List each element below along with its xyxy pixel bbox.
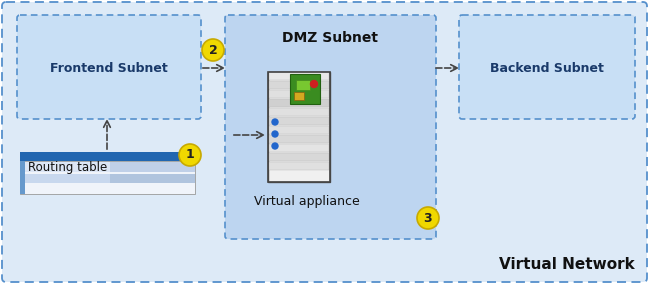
Circle shape: [272, 119, 278, 125]
Bar: [269, 162, 329, 170]
FancyBboxPatch shape: [2, 2, 647, 282]
Bar: [269, 99, 329, 107]
Bar: [269, 117, 329, 125]
Circle shape: [272, 143, 278, 149]
Text: DMZ Subnet: DMZ Subnet: [282, 31, 378, 45]
Bar: [268, 72, 330, 182]
Bar: [269, 90, 329, 98]
Bar: [269, 81, 329, 89]
Bar: [269, 126, 329, 134]
FancyBboxPatch shape: [17, 15, 201, 119]
Circle shape: [310, 81, 317, 88]
Bar: [294, 92, 304, 100]
Bar: [290, 74, 320, 104]
Text: 2: 2: [208, 44, 217, 57]
Bar: [269, 144, 329, 152]
Text: Virtual appliance: Virtual appliance: [254, 195, 360, 209]
Text: Routing table: Routing table: [28, 160, 107, 173]
Bar: [269, 108, 329, 116]
Text: 3: 3: [424, 211, 432, 224]
Circle shape: [179, 144, 201, 166]
FancyBboxPatch shape: [459, 15, 635, 119]
Text: Virtual Network: Virtual Network: [499, 257, 635, 272]
Text: Backend Subnet: Backend Subnet: [490, 61, 604, 75]
Bar: [110, 174, 195, 183]
Bar: [268, 72, 330, 182]
Bar: [25, 162, 195, 172]
Circle shape: [417, 207, 439, 229]
Circle shape: [272, 131, 278, 137]
Text: 1: 1: [186, 148, 194, 162]
Bar: [269, 135, 329, 143]
Bar: [269, 153, 329, 161]
Bar: [20, 161, 25, 194]
Text: Frontend Subnet: Frontend Subnet: [50, 61, 168, 75]
Bar: [25, 174, 195, 183]
Circle shape: [202, 39, 224, 61]
Bar: [269, 72, 329, 80]
Bar: [20, 152, 195, 161]
Bar: [296, 80, 310, 90]
Bar: [20, 161, 195, 194]
Bar: [110, 162, 195, 172]
FancyBboxPatch shape: [225, 15, 436, 239]
